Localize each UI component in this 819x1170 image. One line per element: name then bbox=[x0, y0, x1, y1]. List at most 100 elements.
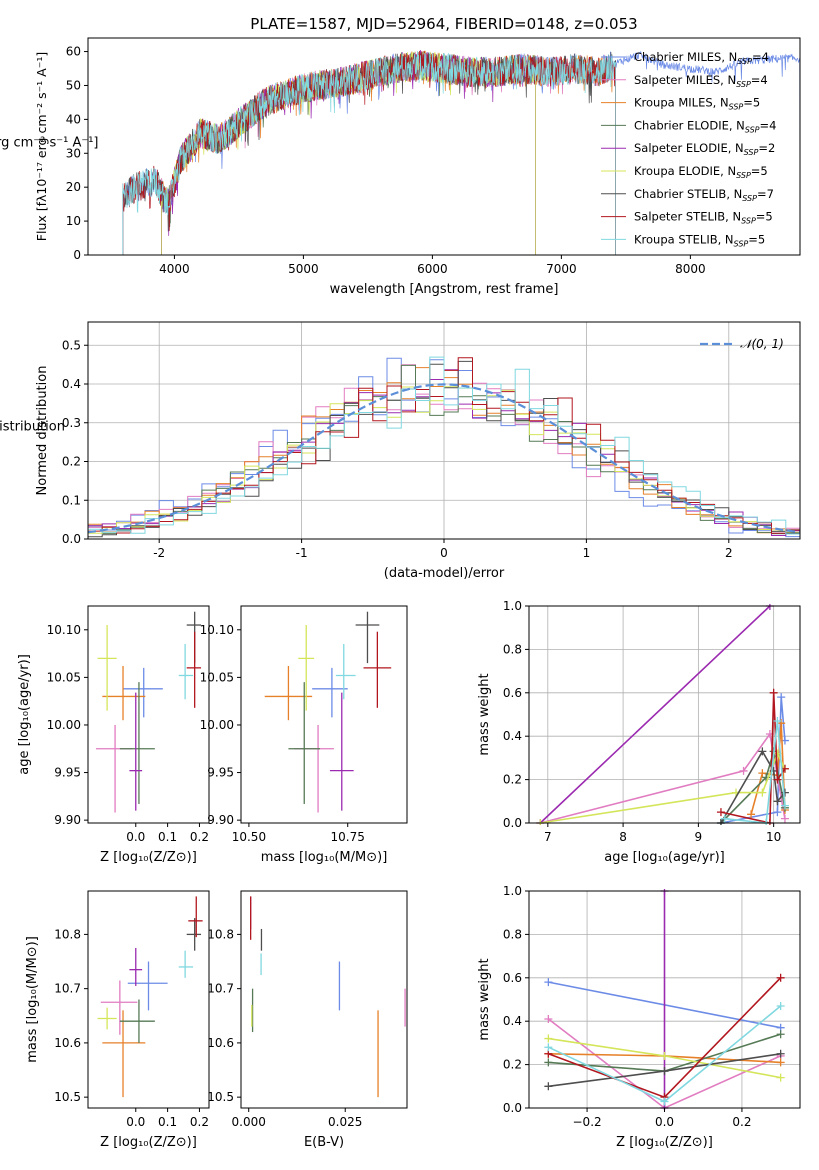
y-axis-label: age [log₁₀(age/yr)] bbox=[17, 654, 32, 775]
mass-weight-marker bbox=[776, 1049, 785, 1058]
errorbar-point bbox=[186, 918, 202, 951]
normal-legend-label: 𝒩(0, 1) bbox=[740, 337, 784, 351]
x-tick-label: 0.2 bbox=[190, 830, 209, 844]
mass-weight-marker bbox=[773, 797, 782, 806]
y-axis-label: mass [log₁₀(M/M⊙)] bbox=[25, 936, 40, 1063]
x-tick-label: 10.50 bbox=[232, 830, 266, 844]
errorbar-point bbox=[335, 644, 356, 700]
errorbar-point bbox=[97, 1007, 117, 1030]
x-tick-label: 5000 bbox=[288, 262, 319, 276]
y-tick-label: 20 bbox=[66, 180, 81, 194]
errorbar-point bbox=[97, 625, 117, 711]
axes-frame bbox=[528, 605, 801, 824]
y-tick-label: 10.10 bbox=[47, 623, 81, 637]
errorbar-point bbox=[123, 667, 163, 718]
mass-weight-marker bbox=[773, 808, 782, 817]
mass-weight-marker bbox=[544, 1034, 553, 1043]
errorbar-point bbox=[355, 611, 380, 664]
x-tick-label: 0.0 bbox=[126, 830, 145, 844]
mass-weight-marker bbox=[747, 810, 756, 819]
age_vs_Z-frame: 0.0 0.1 0.2 9.90 9.95 10.00 10.05 10.10 Z [log₁₀… bbox=[17, 605, 210, 865]
mass-weight-marker bbox=[716, 808, 725, 817]
mass-weight-marker bbox=[544, 1058, 553, 1067]
x-tick-label: 0.2 bbox=[190, 1115, 209, 1129]
mass_vs_Z-points bbox=[97, 896, 203, 1098]
age_vs_Z-points bbox=[95, 611, 202, 813]
errorbar-point bbox=[312, 667, 348, 718]
y-axis-label: Flux [fλ10⁻¹⁷ erg cm⁻² s⁻¹ A⁻¹] bbox=[34, 52, 49, 241]
y-axis-label: Normed distribution bbox=[35, 366, 50, 496]
y-tick-label: 0.8 bbox=[503, 642, 522, 656]
spectrum-frame: 4000 5000 6000 7000 8000 0 10 20 30 40 50 60 wavelen… bbox=[0, 37, 801, 297]
axes-frame bbox=[240, 890, 408, 1109]
x-tick-label: 8 bbox=[619, 830, 627, 844]
errorbar-point bbox=[298, 625, 315, 711]
y-tick-label: 10.00 bbox=[47, 718, 81, 732]
mass-weight-marker bbox=[780, 814, 789, 823]
y-tick-label: 9.95 bbox=[54, 766, 81, 780]
legend-label: Kroupa ELODIE, NSSP=5 bbox=[634, 164, 768, 180]
y-tick-label: 0 bbox=[73, 248, 81, 262]
y-axis-label: Normed distribution bbox=[0, 420, 65, 435]
mass_vs_Z-frame: 0.0 0.1 0.2 10.5 10.6 10.7 10.8 Z [log₁₀(Z/Z⊙)]… bbox=[25, 890, 210, 1150]
mass_vs_ebv-frame: 0.000 0.025 10.5 10.6 10.7 10.8 E(B-V) bbox=[207, 890, 408, 1150]
y-tick-label: 0.3 bbox=[62, 416, 81, 430]
legend-label: Kroupa MILES, NSSP=5 bbox=[634, 96, 760, 112]
x-axis-label: (data-model)/error bbox=[384, 566, 505, 581]
y-tick-label: 1.0 bbox=[503, 599, 522, 613]
mass-weight-marker bbox=[660, 1097, 669, 1106]
errorbar-point bbox=[129, 947, 143, 986]
y-axis-label: mass weight bbox=[477, 673, 492, 755]
legend-label: Salpeter MILES, NSSP=4 bbox=[634, 73, 768, 89]
x-tick-label: -1 bbox=[296, 546, 308, 560]
x-tick-label: 9 bbox=[695, 830, 703, 844]
x-tick-label: 1 bbox=[583, 546, 591, 560]
panels: 4000 5000 6000 7000 80000102030405060wavelen… bbox=[0, 37, 801, 1150]
x-tick-label: 4000 bbox=[159, 262, 190, 276]
y-tick-label: 9.90 bbox=[54, 813, 81, 827]
mass-weight-marker bbox=[776, 1073, 785, 1082]
y-tick-label: 10.8 bbox=[54, 927, 81, 941]
errorbar-point bbox=[102, 1010, 146, 1098]
y-tick-label: 0.1 bbox=[62, 493, 81, 507]
y-tick-label: 9.95 bbox=[207, 766, 234, 780]
x-axis-label: mass [log₁₀(M/M⊙)] bbox=[261, 850, 388, 865]
mass-weight-marker bbox=[544, 1043, 553, 1052]
y-tick-label: 10.5 bbox=[207, 1090, 234, 1104]
y-axis-label: Flux [fλ10⁻¹⁷ erg cm⁻² s⁻¹ A⁻¹] bbox=[0, 136, 99, 151]
y-tick-label: 0.2 bbox=[503, 1058, 522, 1072]
x-tick-label: 2 bbox=[725, 546, 733, 560]
x-tick-label: 0.1 bbox=[158, 1115, 177, 1129]
legend-label: Chabrier STELIB, NSSP=7 bbox=[634, 187, 774, 203]
y-tick-label: 9.90 bbox=[207, 813, 234, 827]
mass-weight-marker bbox=[544, 1015, 553, 1024]
y-tick-label: 10.5 bbox=[54, 1090, 81, 1104]
x-axis-label: Z [log₁₀(Z/Z⊙)] bbox=[100, 850, 197, 865]
errorbar-point bbox=[288, 682, 321, 804]
y-tick-label: 0.2 bbox=[503, 773, 522, 787]
mass-weight-marker bbox=[720, 814, 729, 823]
histogram-series bbox=[88, 356, 800, 535]
y-tick-label: 60 bbox=[66, 45, 81, 59]
mass-weight-marker bbox=[776, 1002, 785, 1011]
age_vs_mass-frame: 10.50 10.75 9.90 9.95 10.00 10.05 10.10 mass [l… bbox=[200, 605, 408, 865]
mass-weight-marker bbox=[780, 788, 789, 797]
errorbar-point bbox=[100, 980, 138, 1035]
x-tick-label: 0.000 bbox=[232, 1115, 266, 1129]
mass-weight-marker bbox=[660, 1051, 669, 1060]
x-tick-label: 10 bbox=[766, 830, 781, 844]
mass-weight-line bbox=[724, 720, 786, 824]
mass-weight-marker bbox=[544, 978, 553, 987]
x-tick-label: 0.0 bbox=[655, 1115, 674, 1129]
normal-curve bbox=[87, 383, 801, 534]
x-axis-label: Z [log₁₀(Z/Z⊙)] bbox=[100, 1135, 197, 1150]
y-tick-label: 0.6 bbox=[503, 686, 522, 700]
x-axis-label: E(B-V) bbox=[304, 1135, 344, 1150]
axes-frame bbox=[87, 890, 210, 1109]
x-tick-label: 10.75 bbox=[331, 830, 365, 844]
axes-frame bbox=[87, 37, 801, 256]
x-tick-label: −0.2 bbox=[573, 1115, 602, 1129]
mass_vs_ebv-points bbox=[250, 896, 406, 1098]
y-tick-label: 0.8 bbox=[503, 927, 522, 941]
